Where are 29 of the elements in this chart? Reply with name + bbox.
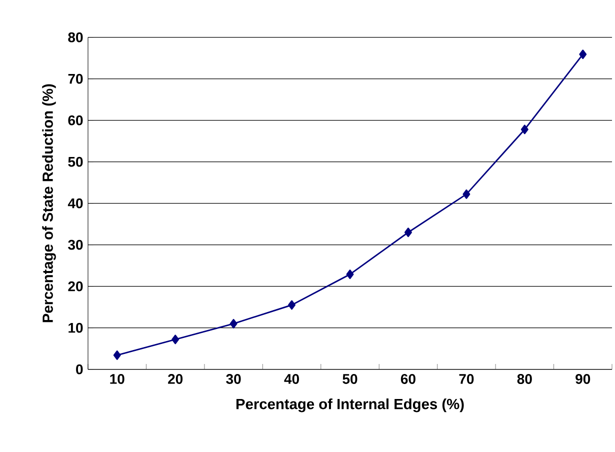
y-axis-title: Percentage of State Reduction (%) bbox=[42, 84, 56, 322]
x-tick-label: 90 bbox=[576, 374, 590, 384]
point bbox=[462, 189, 470, 199]
x-tick-label: 70 bbox=[459, 374, 474, 384]
y-tick-label: 20 bbox=[68, 281, 83, 292]
x-tick-label: 60 bbox=[400, 374, 416, 384]
point bbox=[172, 334, 180, 344]
x-tick-label: 20 bbox=[168, 374, 183, 384]
y-tick-label: 10 bbox=[68, 322, 83, 333]
x-tick-label: 30 bbox=[226, 374, 241, 384]
point bbox=[230, 318, 238, 328]
y-tick-label: 40 bbox=[68, 198, 83, 208]
y-tick-label: 70 bbox=[68, 74, 83, 84]
y-tick-label: 50 bbox=[68, 156, 83, 167]
x-axis-title: Percentage of Internal Edges (%) bbox=[236, 398, 464, 412]
point bbox=[346, 270, 354, 280]
point bbox=[520, 124, 528, 134]
x-tick-label: 10 bbox=[110, 374, 124, 384]
point bbox=[113, 350, 121, 360]
point bbox=[579, 50, 587, 60]
x-tick-label: 80 bbox=[517, 374, 532, 384]
y-tick-label: 80 bbox=[68, 32, 83, 42]
point bbox=[404, 228, 412, 238]
y-tick-label: 0 bbox=[76, 364, 83, 374]
x-tick-label: 50 bbox=[342, 374, 358, 384]
point bbox=[288, 300, 296, 310]
y-tick-label: 60 bbox=[68, 115, 83, 126]
y-tick-label: 30 bbox=[68, 240, 83, 250]
x-tick-label: 40 bbox=[284, 374, 299, 384]
